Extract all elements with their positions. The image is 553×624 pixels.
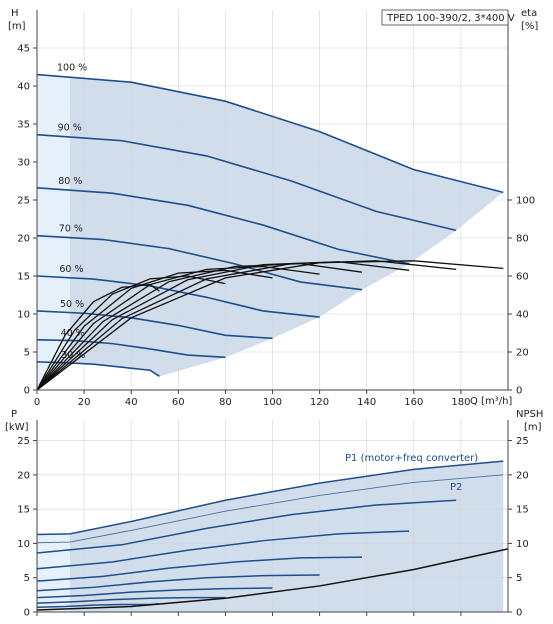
top-y-left-tick-label: 20 (17, 234, 30, 245)
top-y-left-tick-label: 10 (17, 310, 30, 321)
top-y-right-name: eta (521, 8, 537, 19)
power-curve (36, 574, 320, 592)
bottom-y-left-unit: [kW] (5, 422, 29, 433)
top-y-right-tick-label: 20 (516, 348, 529, 359)
efficiency-curve (36, 283, 160, 391)
efficiency-curve (36, 260, 504, 391)
top-y-right-unit: [%] (521, 21, 538, 32)
top-y-left-tick-label: 45 (17, 44, 30, 55)
bottom-y-right-tick-label: 0 (516, 608, 522, 619)
top-x-tick-label: 20 (78, 397, 91, 408)
efficiency-curve (36, 269, 273, 391)
title-box (381, 9, 509, 26)
power-curve (36, 556, 362, 582)
power-curve (36, 460, 504, 536)
bottom-y-right-tick-label: 20 (516, 470, 529, 481)
power-curve (36, 530, 410, 570)
head-curve-label: 90 % (58, 123, 82, 134)
bottom-y-right-tick-label: 5 (516, 573, 522, 584)
top-x-tick-label: 120 (310, 397, 329, 408)
bottom-y-left-tick-label: 15 (17, 505, 30, 516)
head-curve-label: 50 % (60, 299, 84, 310)
top-y-left-tick-label: 15 (17, 272, 30, 283)
head-curve (36, 73, 504, 194)
top-x-tick-label: 160 (404, 397, 423, 408)
top-y-left-unit: [m] (8, 21, 26, 32)
top-y-right-tick-label: 60 (516, 272, 529, 283)
bottom-y-right-tick-label: 15 (516, 505, 529, 516)
top-x-tick-label: 180 (451, 397, 470, 408)
top-y-left-tick-label: 5 (24, 348, 30, 359)
power-curve (36, 596, 226, 604)
chart-title: TPED 100-390/2, 3*400 V (386, 13, 515, 24)
annotation-p1: P1 (motor+freq converter) (345, 453, 478, 464)
head-curve-label: 70 % (59, 224, 83, 235)
bottom-min-flow-zone (37, 533, 70, 612)
head-curve (36, 310, 273, 340)
top-y-right-tick-label: 100 (516, 196, 535, 207)
top-y-left-tick-label: 35 (17, 120, 30, 131)
head-curve-label: 60 % (59, 264, 83, 275)
efficiency-curve (36, 260, 457, 391)
efficiency-curve (36, 262, 363, 391)
top-x-tick-label: 100 (263, 397, 282, 408)
top-y-left-name: H (11, 8, 19, 19)
top-y-left-tick-label: 30 (17, 158, 30, 169)
top-operating-range (69, 78, 504, 377)
bottom-y-right-unit: [m] (524, 422, 542, 433)
top-x-tick-label: 60 (172, 397, 185, 408)
bottom-operating-range (37, 461, 504, 612)
bottom-y-left-tick-label: 25 (17, 436, 30, 447)
bottom-y-right-tick-label: 10 (516, 539, 529, 550)
head-curve (36, 133, 457, 232)
top-y-right-tick-label: 80 (516, 234, 529, 245)
axes-layer: 0 20 40 60 80 100 120 140 160 1800510152025303540… (17, 10, 535, 619)
p2-curve (36, 474, 504, 544)
bottom-y-left-tick-label: 10 (17, 539, 30, 550)
top-x-tick-label: 40 (125, 397, 138, 408)
bottom-y-left-name: P (11, 409, 17, 420)
bottom-y-left-tick-label: 5 (24, 573, 30, 584)
top-y-right-tick-label: 40 (516, 310, 529, 321)
head-curve (36, 234, 363, 291)
npsh-curve (36, 548, 509, 611)
annotation-p2: P2 (450, 482, 462, 493)
top-y-left-tick-label: 25 (17, 196, 30, 207)
top-y-left-tick-label: 0 (24, 386, 30, 397)
series-layer: 100 %90 %80 %70 %60 %50 %40 %30 % (36, 63, 509, 611)
power-curve (36, 499, 457, 554)
top-y-right-tick-label: 0 (516, 386, 522, 397)
head-curve-label: 100 % (57, 63, 87, 74)
head-curve (36, 187, 410, 265)
power-curve (36, 587, 273, 599)
bottom-y-left-tick-label: 20 (17, 470, 30, 481)
top-x-label: Q [m³/h] (470, 396, 512, 407)
top-x-tick-label: 80 (219, 397, 232, 408)
top-y-left-tick-label: 40 (17, 82, 30, 93)
head-curve-label: 80 % (58, 176, 82, 187)
efficiency-curve (36, 261, 410, 391)
bottom-y-right-name: NPSH (516, 409, 543, 420)
bottom-y-left-tick-label: 0 (24, 608, 30, 619)
bottom-y-right-tick-label: 25 (516, 436, 529, 447)
top-x-tick-label: 0 (34, 397, 40, 408)
top-x-tick-label: 140 (357, 397, 376, 408)
